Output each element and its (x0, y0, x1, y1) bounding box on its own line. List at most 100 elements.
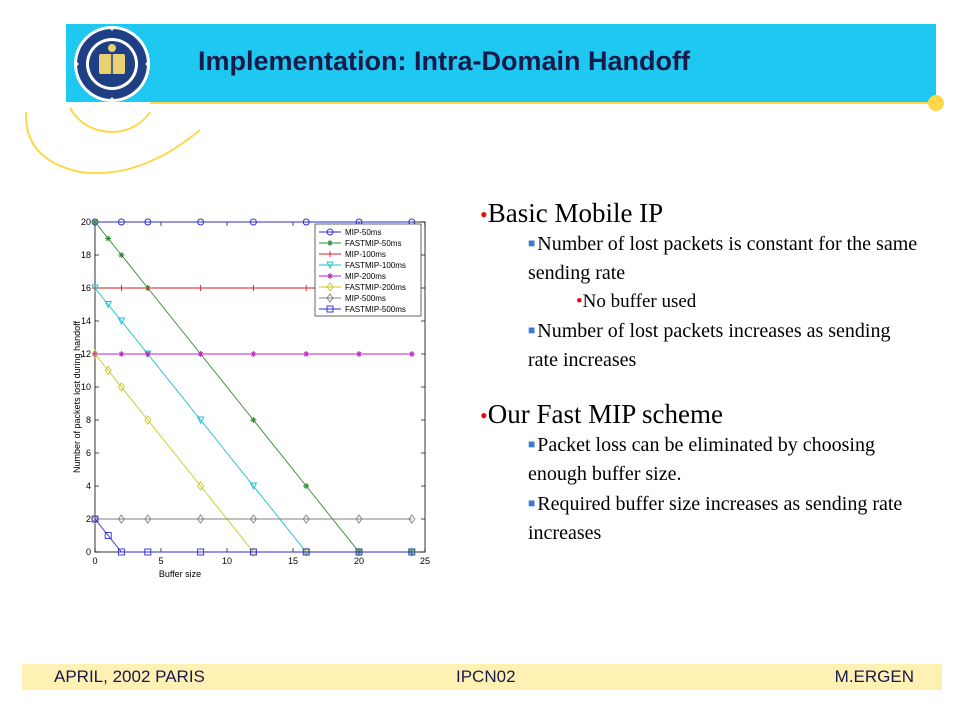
data-point (197, 285, 204, 291)
legend-label: MIP-500ms (345, 294, 386, 303)
x-tick-label: 20 (354, 556, 364, 566)
data-point (249, 547, 257, 557)
data-point (302, 547, 310, 557)
bullet-basic-mip: •Basic Mobile IP (480, 198, 920, 229)
y-tick-label: 20 (81, 217, 91, 227)
arc-decoration (24, 107, 201, 175)
data-point (196, 416, 205, 425)
header-dot-decoration (928, 95, 944, 111)
bullet-heading: Our Fast MIP scheme (487, 399, 723, 429)
data-point (302, 218, 310, 226)
legend-marker (326, 305, 334, 313)
data-point (303, 285, 310, 291)
bullet-text: Number of lost packets is constant for t… (528, 233, 918, 284)
data-point (105, 235, 112, 242)
legend-box (314, 223, 422, 317)
bullet-text: Number of lost packets increases as send… (528, 320, 891, 371)
bullet-item: ■ Number of lost packets is constant for … (528, 229, 920, 288)
data-point (303, 483, 310, 489)
x-tick-label: 10 (222, 556, 232, 566)
data-point (355, 514, 363, 524)
data-point (118, 252, 125, 258)
square-bullet-icon: ■ (528, 236, 536, 250)
footer-author: M.ERGEN (834, 667, 914, 686)
legend-marker (326, 228, 334, 236)
data-point (197, 481, 205, 491)
university-seal-icon (74, 26, 150, 102)
data-point (117, 382, 125, 392)
data-point (144, 218, 152, 226)
data-point (197, 548, 205, 556)
data-point (144, 548, 152, 556)
legend-marker (326, 261, 334, 270)
bullet-item: ■ Number of lost packets increases as sen… (528, 316, 920, 375)
bullet-dot-icon: • (480, 202, 488, 227)
data-point (408, 514, 416, 524)
footer-event: IPCN02 (456, 667, 516, 686)
data-point (249, 482, 258, 491)
x-tick-label: 15 (288, 556, 298, 566)
footer-date: APRIL, 2002 PARIS (54, 667, 205, 686)
legend-label: MIP-200ms (345, 272, 386, 281)
y-axis-label: Number of packets lost during handoff (72, 321, 82, 473)
slide-title: Implementation: Intra-Domain Handoff (198, 46, 690, 76)
y-tick-label: 18 (81, 250, 91, 260)
bullet-heading: Basic Mobile IP (487, 198, 664, 228)
legend-marker (327, 240, 333, 246)
bullet-item: ■ Required buffer size increases as sendi… (528, 489, 920, 548)
bullet-text: No buffer used (582, 291, 697, 312)
data-point (197, 351, 204, 357)
data-point (117, 317, 126, 326)
data-point (197, 218, 205, 226)
legend-label: MIP-50ms (345, 228, 381, 237)
data-point (144, 285, 151, 291)
legend-label: FASTMIP-200ms (345, 283, 406, 292)
legend-label: MIP-100ms (345, 250, 386, 259)
data-point (250, 417, 257, 423)
data-point (118, 285, 125, 291)
data-point (117, 548, 125, 556)
data-point (144, 351, 151, 357)
legend-marker (326, 293, 334, 303)
data-point (92, 219, 98, 225)
data-point (408, 548, 416, 556)
series-line (94, 518, 412, 553)
data-point (104, 301, 112, 309)
square-bullet-icon: ■ (528, 437, 536, 451)
y-tick-label: 16 (81, 283, 91, 293)
data-point (117, 218, 125, 226)
bullet-item: ■ Packet loss can be eliminated by choosi… (528, 430, 920, 489)
data-point (249, 548, 257, 556)
bullet-dot-icon: • (480, 403, 488, 428)
legend-marker (326, 282, 334, 292)
y-tick-label: 10 (81, 382, 91, 392)
legend-marker (327, 273, 333, 279)
x-tick-label: 0 (92, 556, 97, 566)
bullet-text: Required buffer size increases as sendin… (528, 493, 903, 544)
data-point (249, 514, 257, 524)
data-point (197, 514, 205, 524)
data-point (355, 547, 363, 557)
legend-label: FASTMIP-500ms (345, 305, 406, 314)
y-tick-label: 2 (86, 514, 91, 524)
data-point (117, 514, 125, 524)
data-point (408, 351, 415, 357)
data-point (250, 351, 257, 357)
x-axis-label: Buffer size (159, 569, 201, 579)
square-bullet-icon: ■ (528, 323, 536, 337)
data-point (355, 548, 363, 556)
data-point (104, 365, 112, 376)
data-point (91, 284, 99, 293)
legend-label: FASTMIP-100ms (345, 261, 406, 270)
bullet-fast-mip: •Our Fast MIP scheme (480, 399, 920, 430)
y-tick-label: 0 (86, 547, 91, 557)
data-point (144, 514, 152, 524)
data-point (250, 285, 257, 291)
bullet-sub-item: •No buffer used (576, 288, 920, 316)
data-point (104, 532, 112, 539)
y-tick-label: 6 (86, 448, 91, 458)
bullet-text: Packet loss can be eliminated by choosin… (528, 434, 875, 485)
y-tick-label: 4 (86, 481, 91, 491)
data-point (91, 349, 99, 359)
header-bar (66, 24, 936, 102)
